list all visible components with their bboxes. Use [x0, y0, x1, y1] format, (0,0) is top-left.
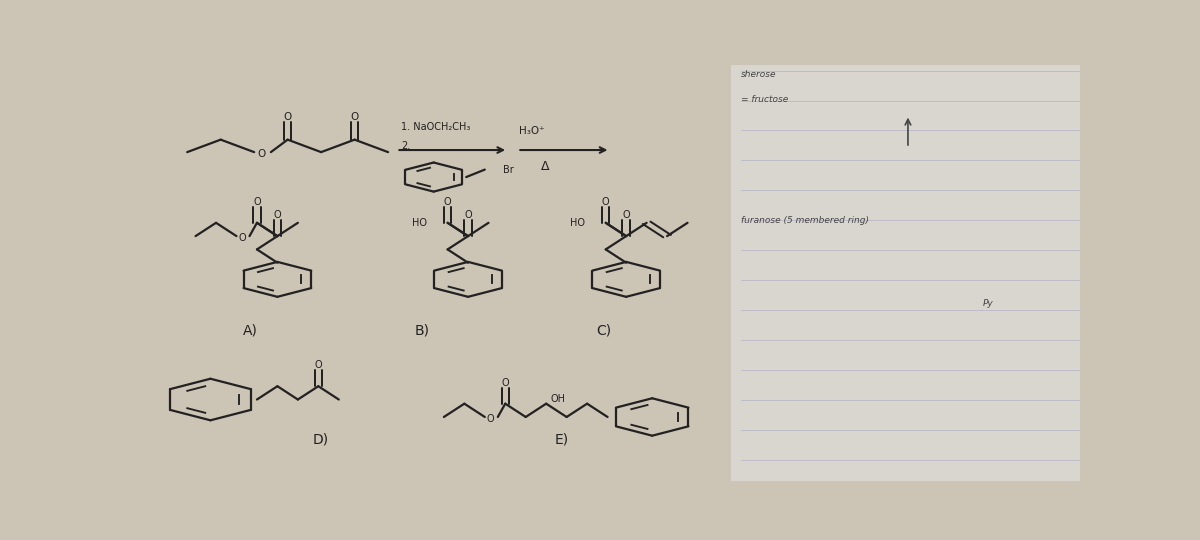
Text: A): A) [242, 324, 258, 338]
Text: = fructose: = fructose [740, 95, 787, 104]
Text: Py: Py [983, 299, 994, 308]
Text: OH: OH [551, 394, 566, 404]
Text: O: O [444, 197, 451, 207]
Text: 2.: 2. [401, 141, 410, 151]
Text: 1. NaOCH₂CH₃: 1. NaOCH₂CH₃ [401, 122, 470, 132]
Text: O: O [274, 210, 281, 220]
Text: O: O [502, 377, 509, 388]
Text: sherose: sherose [740, 70, 776, 79]
Text: furanose (5 membered ring): furanose (5 membered ring) [740, 216, 869, 225]
Text: HO: HO [412, 218, 427, 228]
Text: O: O [464, 210, 472, 220]
Text: E): E) [554, 432, 569, 446]
Text: C): C) [596, 324, 612, 338]
Text: HO: HO [570, 218, 586, 228]
Text: O: O [283, 112, 292, 122]
Text: O: O [314, 360, 322, 370]
FancyBboxPatch shape [731, 65, 1080, 481]
Text: Δ: Δ [541, 160, 550, 173]
Text: O: O [258, 149, 265, 159]
Text: O: O [602, 197, 610, 207]
Text: Br: Br [504, 165, 514, 174]
Text: O: O [486, 414, 494, 424]
Text: B): B) [415, 324, 430, 338]
Text: H₃O⁺: H₃O⁺ [520, 126, 545, 136]
Text: O: O [253, 197, 260, 207]
Text: O: O [623, 210, 630, 220]
Text: O: O [350, 112, 359, 122]
Text: O: O [239, 233, 246, 243]
Text: D): D) [313, 432, 329, 446]
